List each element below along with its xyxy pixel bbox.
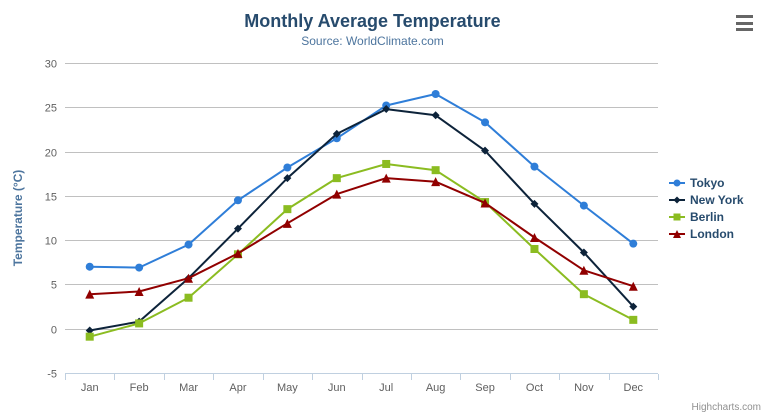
point-new-york-jan[interactable] <box>85 326 94 335</box>
point-new-york-oct[interactable] <box>530 199 539 208</box>
point-berlin-jan[interactable] <box>85 332 94 341</box>
y-axis-title: Temperature (°C) <box>11 170 25 267</box>
point-london-may[interactable] <box>282 218 292 228</box>
point-london-oct[interactable] <box>529 232 539 242</box>
point-london-jul[interactable] <box>381 173 391 183</box>
chart-title: Monthly Average Temperature <box>244 11 501 31</box>
point-london-jun[interactable] <box>332 189 342 199</box>
legend-label-berlin: Berlin <box>690 209 725 224</box>
series-line-tokyo[interactable] <box>88 93 635 269</box>
y-axis-label: 10 <box>45 236 57 248</box>
point-tokyo-dec[interactable] <box>629 239 638 248</box>
legend: Tokyo New York Berlin London <box>669 174 744 242</box>
legend-marker-london[interactable] <box>673 229 681 238</box>
x-axis-label: Apr <box>229 382 246 394</box>
legend-item-new-york[interactable]: New York <box>669 191 744 208</box>
legend-label-london: London <box>690 226 734 241</box>
point-new-york-jul[interactable] <box>382 105 391 114</box>
point-berlin-nov[interactable] <box>579 290 588 299</box>
y-axis-label: 30 <box>45 59 57 71</box>
point-tokyo-feb[interactable] <box>135 263 144 272</box>
series-london[interactable] <box>85 173 638 299</box>
point-berlin-may[interactable] <box>283 205 292 214</box>
point-tokyo-jan[interactable] <box>85 262 94 271</box>
point-london-feb[interactable] <box>134 287 144 297</box>
series-line-new-york[interactable] <box>88 108 635 332</box>
legend-marker-new-york[interactable] <box>673 196 681 203</box>
x-axis-label: Jul <box>379 382 393 394</box>
point-tokyo-may[interactable] <box>283 163 292 172</box>
x-axis-label: Sep <box>475 382 495 394</box>
y-axis-label: -5 <box>47 369 57 381</box>
point-berlin-jun[interactable] <box>332 174 341 183</box>
x-axis-label: Mar <box>179 382 198 394</box>
legend-item-tokyo[interactable]: Tokyo <box>669 174 744 191</box>
legend-symbol-new-york-icon <box>669 196 685 203</box>
y-axis-label: 25 <box>45 103 57 115</box>
point-berlin-oct[interactable] <box>530 245 539 253</box>
point-new-york-may[interactable] <box>283 174 292 183</box>
point-berlin-dec[interactable] <box>629 315 638 324</box>
point-london-aug[interactable] <box>431 177 441 187</box>
y-axis-label: 5 <box>51 280 57 292</box>
legend-symbol-tokyo-icon <box>669 179 685 186</box>
x-axis-label: Dec <box>624 382 644 394</box>
point-berlin-jul[interactable] <box>382 159 391 168</box>
y-axis-label: 15 <box>45 192 57 204</box>
x-axis-label: Aug <box>426 382 446 394</box>
y-axis-label: 0 <box>51 325 57 337</box>
x-axis-label: Jun <box>328 382 346 394</box>
point-london-nov[interactable] <box>579 265 589 275</box>
x-axis-label: May <box>277 382 298 394</box>
credits-link[interactable]: Highcharts.com <box>691 402 761 413</box>
legend-item-london[interactable]: London <box>669 225 744 242</box>
point-berlin-mar[interactable] <box>184 293 193 302</box>
x-axis-label: Jan <box>81 382 99 394</box>
series-line-london[interactable] <box>88 177 635 296</box>
y-axis-label: 20 <box>45 148 57 160</box>
point-tokyo-mar[interactable] <box>184 240 193 249</box>
x-axis-label: Feb <box>130 382 149 394</box>
legend-label-tokyo: Tokyo <box>690 175 725 190</box>
series-new-york[interactable] <box>85 105 638 335</box>
point-new-york-dec[interactable] <box>629 302 638 311</box>
context-menu-button[interactable] <box>733 13 757 33</box>
x-axis-label: Nov <box>574 382 594 394</box>
legend-marker-tokyo[interactable] <box>673 179 681 186</box>
x-axis-label: Oct <box>526 382 543 394</box>
legend-symbol-berlin-icon <box>669 213 685 220</box>
series-line-berlin[interactable] <box>88 163 635 338</box>
point-tokyo-sep[interactable] <box>481 118 490 127</box>
chart-subtitle: Source: WorldClimate.com <box>301 34 444 48</box>
point-new-york-jun[interactable] <box>332 129 341 138</box>
legend-label-new-york: New York <box>690 192 744 207</box>
point-new-york-nov[interactable] <box>579 248 588 257</box>
hamburger-icon <box>736 15 753 18</box>
point-tokyo-nov[interactable] <box>579 201 588 210</box>
point-new-york-sep[interactable] <box>481 146 490 155</box>
point-new-york-aug[interactable] <box>431 111 440 120</box>
point-new-york-apr[interactable] <box>233 224 242 233</box>
point-london-jan[interactable] <box>85 289 95 299</box>
legend-item-berlin[interactable]: Berlin <box>669 208 744 225</box>
series-tokyo[interactable] <box>85 90 638 272</box>
legend-marker-berlin[interactable] <box>673 213 681 220</box>
point-london-sep[interactable] <box>480 198 490 208</box>
point-tokyo-apr[interactable] <box>233 196 242 205</box>
point-london-mar[interactable] <box>184 273 194 283</box>
point-berlin-feb[interactable] <box>135 319 144 328</box>
point-tokyo-oct[interactable] <box>530 162 539 171</box>
point-london-apr[interactable] <box>233 248 243 258</box>
point-london-dec[interactable] <box>628 281 638 291</box>
point-tokyo-aug[interactable] <box>431 90 440 98</box>
legend-symbol-london-icon <box>669 229 685 238</box>
point-berlin-aug[interactable] <box>431 166 440 175</box>
